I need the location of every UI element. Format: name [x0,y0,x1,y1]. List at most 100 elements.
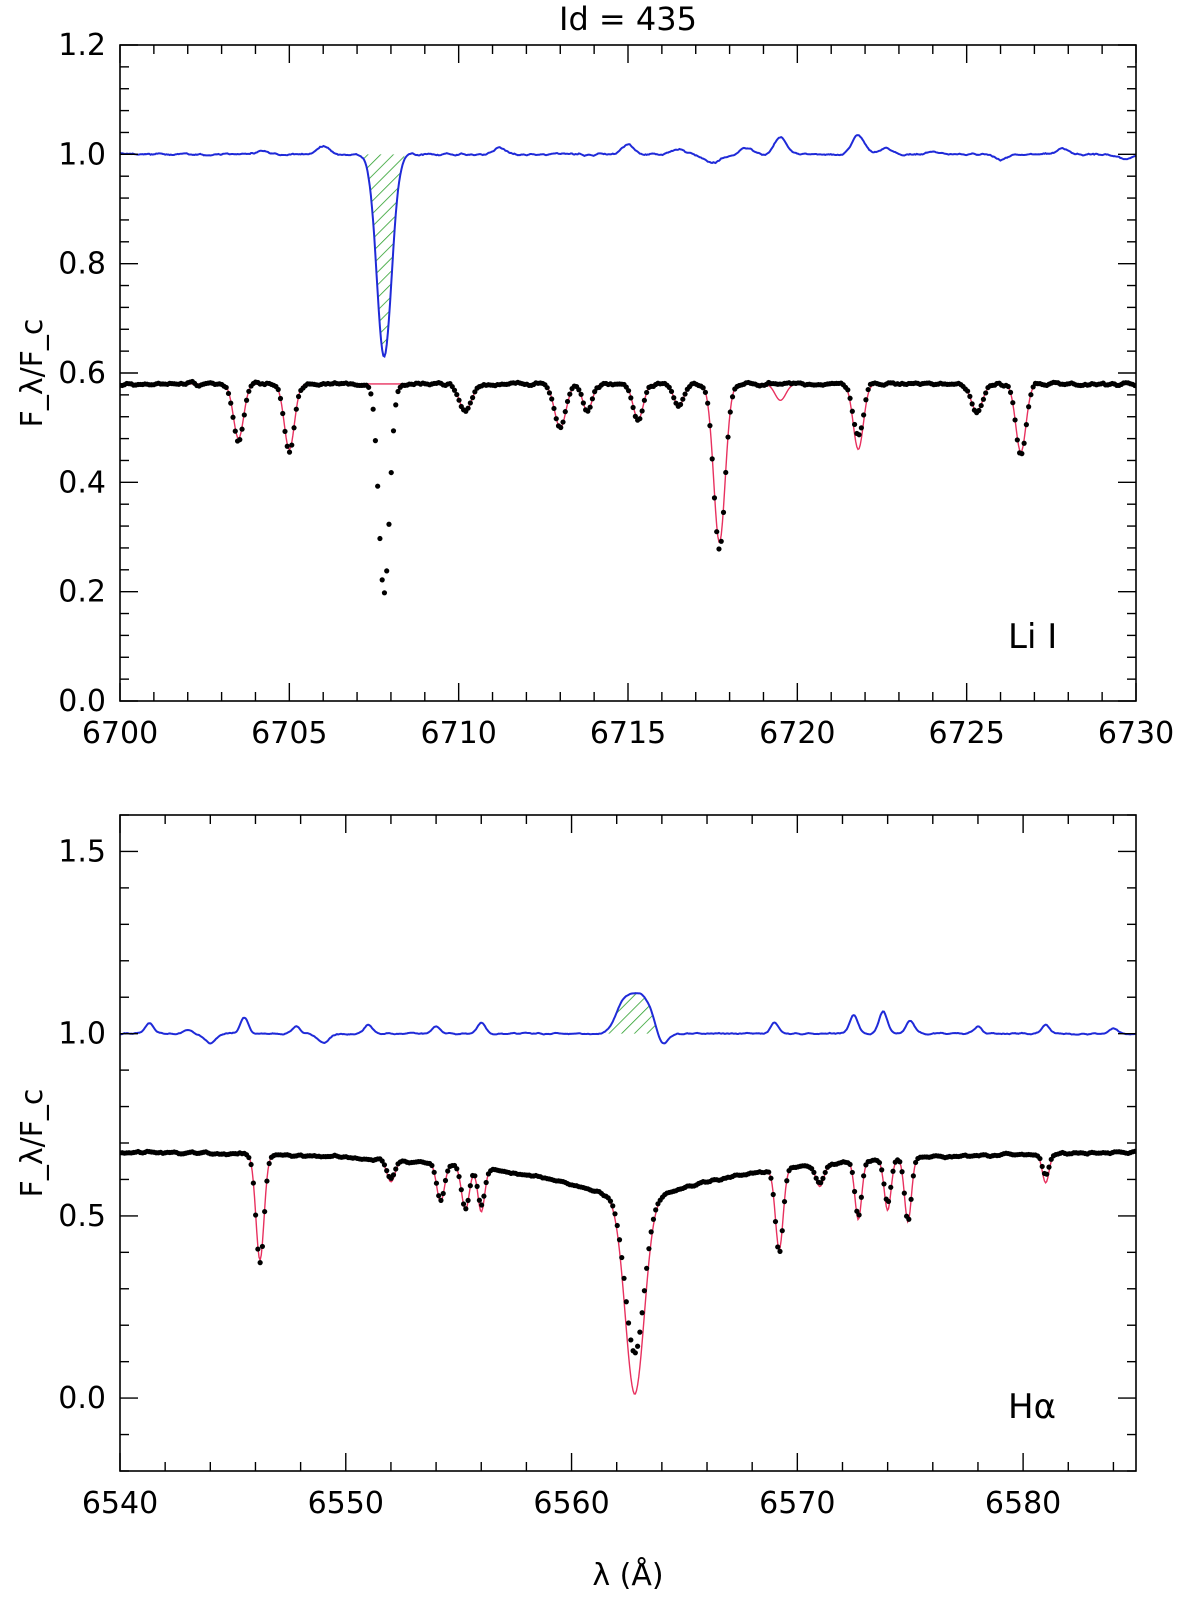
observed-point [666,384,672,390]
observed-point [291,425,297,431]
x-tick-label: 6560 [533,1486,609,1521]
observed-point [637,1329,643,1335]
observed-point [282,428,288,435]
observed-point [293,406,299,412]
figure-title: Id = 435 [559,0,697,38]
observed-point [845,387,851,393]
observed-point [551,405,557,412]
observed-point [372,438,379,444]
observed-point [445,1168,451,1174]
x-tick-label: 6550 [308,1486,384,1521]
observed-point [366,384,372,390]
observed-point [470,395,476,401]
observed-point [623,1299,629,1305]
bottom-x-tick-labels: 6540 6550 6560 6570 6580 [82,1486,1061,1521]
observed-point [671,395,677,401]
observed-point [377,535,383,542]
observed-point [610,1203,616,1209]
observed-point [644,1265,650,1271]
observed-point [849,408,855,414]
observed-point [1010,400,1016,406]
observed-point [863,397,869,403]
y-tick-label: 0.4 [58,465,106,500]
observed-point [451,387,458,393]
observed-point [881,1181,887,1187]
observed-point [379,1158,385,1164]
observed-point [628,1337,634,1343]
observed-point [707,423,713,429]
observed-point [822,1169,828,1176]
observed-point [607,1198,614,1204]
observed-point [481,1193,487,1199]
observed-point [885,1198,892,1205]
observed-point [479,1202,485,1208]
observed-point [384,568,390,574]
top-y-axis-label: F_λ/F_c [15,319,50,428]
observed-point [381,1162,388,1168]
observed-point [720,509,727,515]
observed-point [716,546,722,552]
observed-point [725,434,731,440]
observed-point [1023,422,1029,428]
observed-point [264,1178,270,1184]
observed-point [390,428,397,434]
observed-point [368,391,374,397]
observed-point [1028,392,1034,398]
observed-point [262,1208,268,1215]
observed-point [621,1275,627,1281]
observed-point [246,388,252,394]
observed-point [637,416,643,422]
observed-point [232,428,238,434]
observed-point [275,386,281,393]
observed-point [483,1179,489,1186]
bottom-x-axis-label: λ (Å) [592,1557,663,1593]
observed-point [460,1201,467,1207]
observed-point [700,385,706,391]
observed-point [705,400,711,406]
x-tick-label: 6540 [82,1486,158,1521]
observed-point [259,1243,265,1250]
observed-point [250,1180,256,1186]
observed-point [811,1169,817,1175]
y-tick-label: 0.2 [58,575,106,610]
observed-point [454,391,460,398]
observed-point [576,387,582,393]
x-tick-label: 6705 [251,716,327,751]
observed-point [854,1208,860,1214]
observed-point [775,1244,781,1250]
observed-point [248,1161,254,1168]
observed-point [650,1216,657,1222]
observed-point [463,1206,469,1212]
observed-point [560,419,566,425]
observed-point [580,400,586,406]
observed-point [255,1246,261,1252]
observed-point [243,397,250,403]
observed-point [295,393,302,400]
observed-point [544,385,550,391]
observed-point [564,398,571,405]
observed-point [1007,389,1014,395]
observed-point [562,409,568,415]
observed-point [818,1180,824,1186]
y-tick-label: 1.0 [58,1017,106,1052]
panel-top: 6700 6705 6710 6715 6720 6725 6730 0.00.20.40.… [15,28,1174,751]
observed-point [967,393,973,399]
observed-point [858,425,864,431]
observed-point [709,456,715,462]
observed-point [289,442,295,448]
observed-point [619,1254,625,1261]
observed-point [702,389,709,395]
observed-point [589,396,596,402]
observed-point [644,389,650,396]
observed-point [395,388,401,395]
observed-point [632,1350,638,1356]
observed-point [718,538,724,544]
observed-point [711,495,718,501]
panel-bottom: 6540 6550 6560 6570 6580 0.0 0.5 1.0 1.5 Hα F_λ… [15,814,1137,1593]
observed-point [1039,1163,1045,1170]
observed-point [779,1228,785,1234]
top-model-line [120,383,1136,543]
observed-point [772,1218,779,1225]
observed-point [384,1168,390,1174]
